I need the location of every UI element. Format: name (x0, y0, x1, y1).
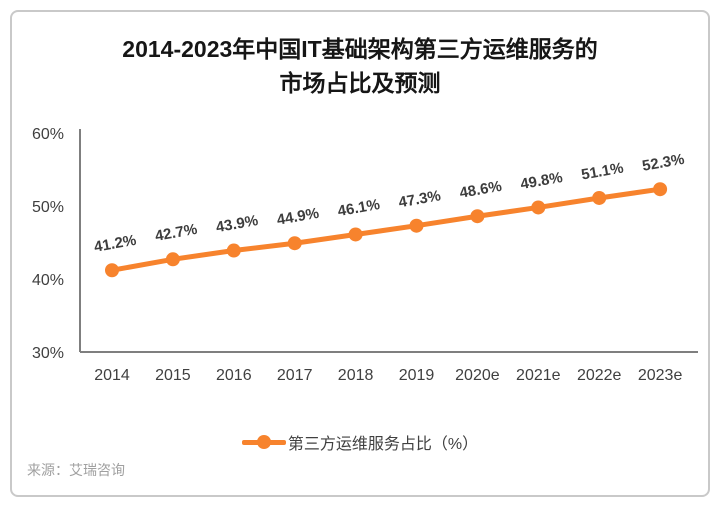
data-point (226, 243, 241, 258)
x-tick-label: 2017 (277, 367, 313, 384)
y-tick-label: 40% (32, 272, 64, 289)
x-tick-label: 2023e (638, 367, 683, 384)
data-point (592, 190, 607, 205)
data-label: 43.9% (215, 212, 260, 236)
data-label: 47.3% (397, 187, 442, 211)
chart-title-line1: 2014-2023年中国IT基础架构第三方运维服务的 (122, 36, 598, 62)
data-point (105, 263, 119, 278)
data-label: 44.9% (275, 205, 320, 229)
x-tick-label: 2015 (155, 367, 191, 384)
data-point (287, 236, 302, 251)
legend: 第三方运维服务占比（%） (12, 430, 708, 454)
data-point (165, 252, 180, 267)
line-chart: 30% 40% 50% 60% 2014 2015 2016 2017 2018 2019 2020… (32, 126, 698, 384)
data-point (348, 227, 363, 242)
y-tick-label: 60% (32, 126, 64, 143)
data-point (531, 200, 546, 215)
chart-title-line2: 市场占比及预测 (279, 70, 441, 96)
data-point (470, 209, 485, 224)
chart-title: 2014-2023年中国IT基础架构第三方运维服务的 市场占比及预测 (12, 32, 708, 100)
chart-card: 2014-2023年中国IT基础架构第三方运维服务的 市场占比及预测 30% 40… (10, 10, 710, 497)
x-tick-label: 2016 (216, 367, 252, 384)
series-line (109, 186, 663, 273)
y-tick-label: 50% (32, 199, 64, 216)
data-label: 46.1% (336, 196, 381, 220)
legend-line-marker-icon (241, 435, 286, 449)
data-point (653, 182, 668, 197)
data-label: 49.8% (519, 169, 564, 193)
y-tick-label: 30% (32, 345, 64, 362)
data-label: 48.6% (458, 178, 503, 202)
x-tick-label: 2022e (577, 367, 622, 384)
legend-label: 第三方运维服务占比（%） (287, 436, 479, 453)
data-label: 42.7% (154, 221, 199, 245)
x-tick-label: 2019 (399, 367, 435, 384)
data-label: 51.1% (580, 159, 625, 183)
data-label: 52.3% (641, 151, 686, 175)
x-tick-label: 2014 (94, 367, 130, 384)
data-label: 41.2% (93, 232, 138, 256)
x-tick-label: 2018 (338, 367, 374, 384)
x-tick-label: 2021e (516, 367, 561, 384)
x-tick-label: 2020e (455, 367, 500, 384)
data-point (409, 218, 424, 233)
source-note: 来源：艾瑞咨询 (27, 462, 125, 478)
